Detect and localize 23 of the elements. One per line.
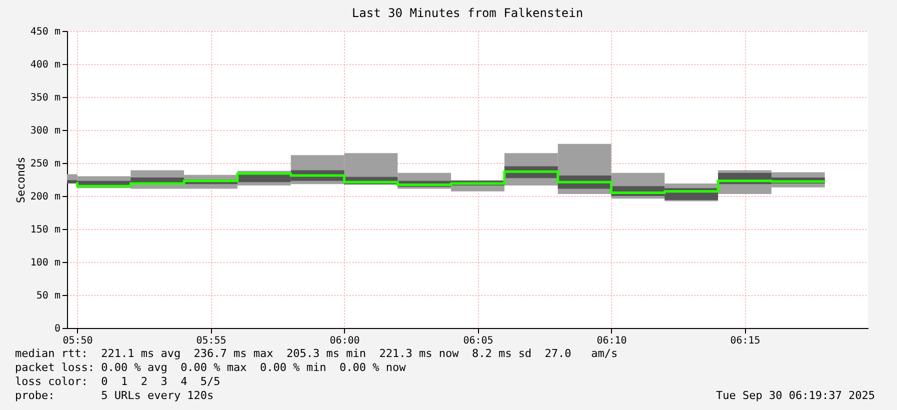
x-tick-label: 06:15: [730, 336, 760, 346]
y-tick-label: 200 m: [30, 192, 60, 202]
x-tick-label: 06:05: [463, 336, 494, 346]
y-axis-title: Seconds: [14, 156, 28, 204]
y-tick-label: 400 m: [30, 60, 60, 70]
text: packet loss: 0.00 % avg 0.00 % max 0.00 % min 0.00 % now: [15, 361, 406, 374]
y-tick-label: 250 m: [30, 158, 60, 170]
text: probe: 5 URLs every 120s: [15, 389, 214, 402]
y-tick-label: 50 m: [36, 290, 60, 302]
y-tick-label: 150 m: [30, 224, 60, 236]
chart-title: Last 30 Minutes from Falkenstein: [352, 6, 584, 20]
text: Tue Sep 30 06:19:37 2025: [716, 389, 875, 402]
y-tick-label: 100 m: [30, 258, 60, 268]
y-tick-label: 350 m: [30, 92, 60, 104]
x-tick-label: 05:55: [196, 336, 226, 346]
x-tick-label: 06:00: [330, 336, 360, 346]
text: loss color: 0 1 2 3 4 5/5: [15, 375, 220, 388]
text: median rtt: 221.1 ms avg 236.7 ms max 205.3 ms min 221.3 ms now 8.2 ms sd 27.0 am/s: [15, 347, 618, 360]
y-tick-label: 450 m: [30, 26, 60, 38]
y-tick-label: 0: [54, 324, 60, 334]
x-tick-label: 06:10: [596, 336, 627, 346]
x-tick-label: 05:50: [62, 336, 93, 346]
y-tick-label: 300 m: [30, 126, 60, 136]
